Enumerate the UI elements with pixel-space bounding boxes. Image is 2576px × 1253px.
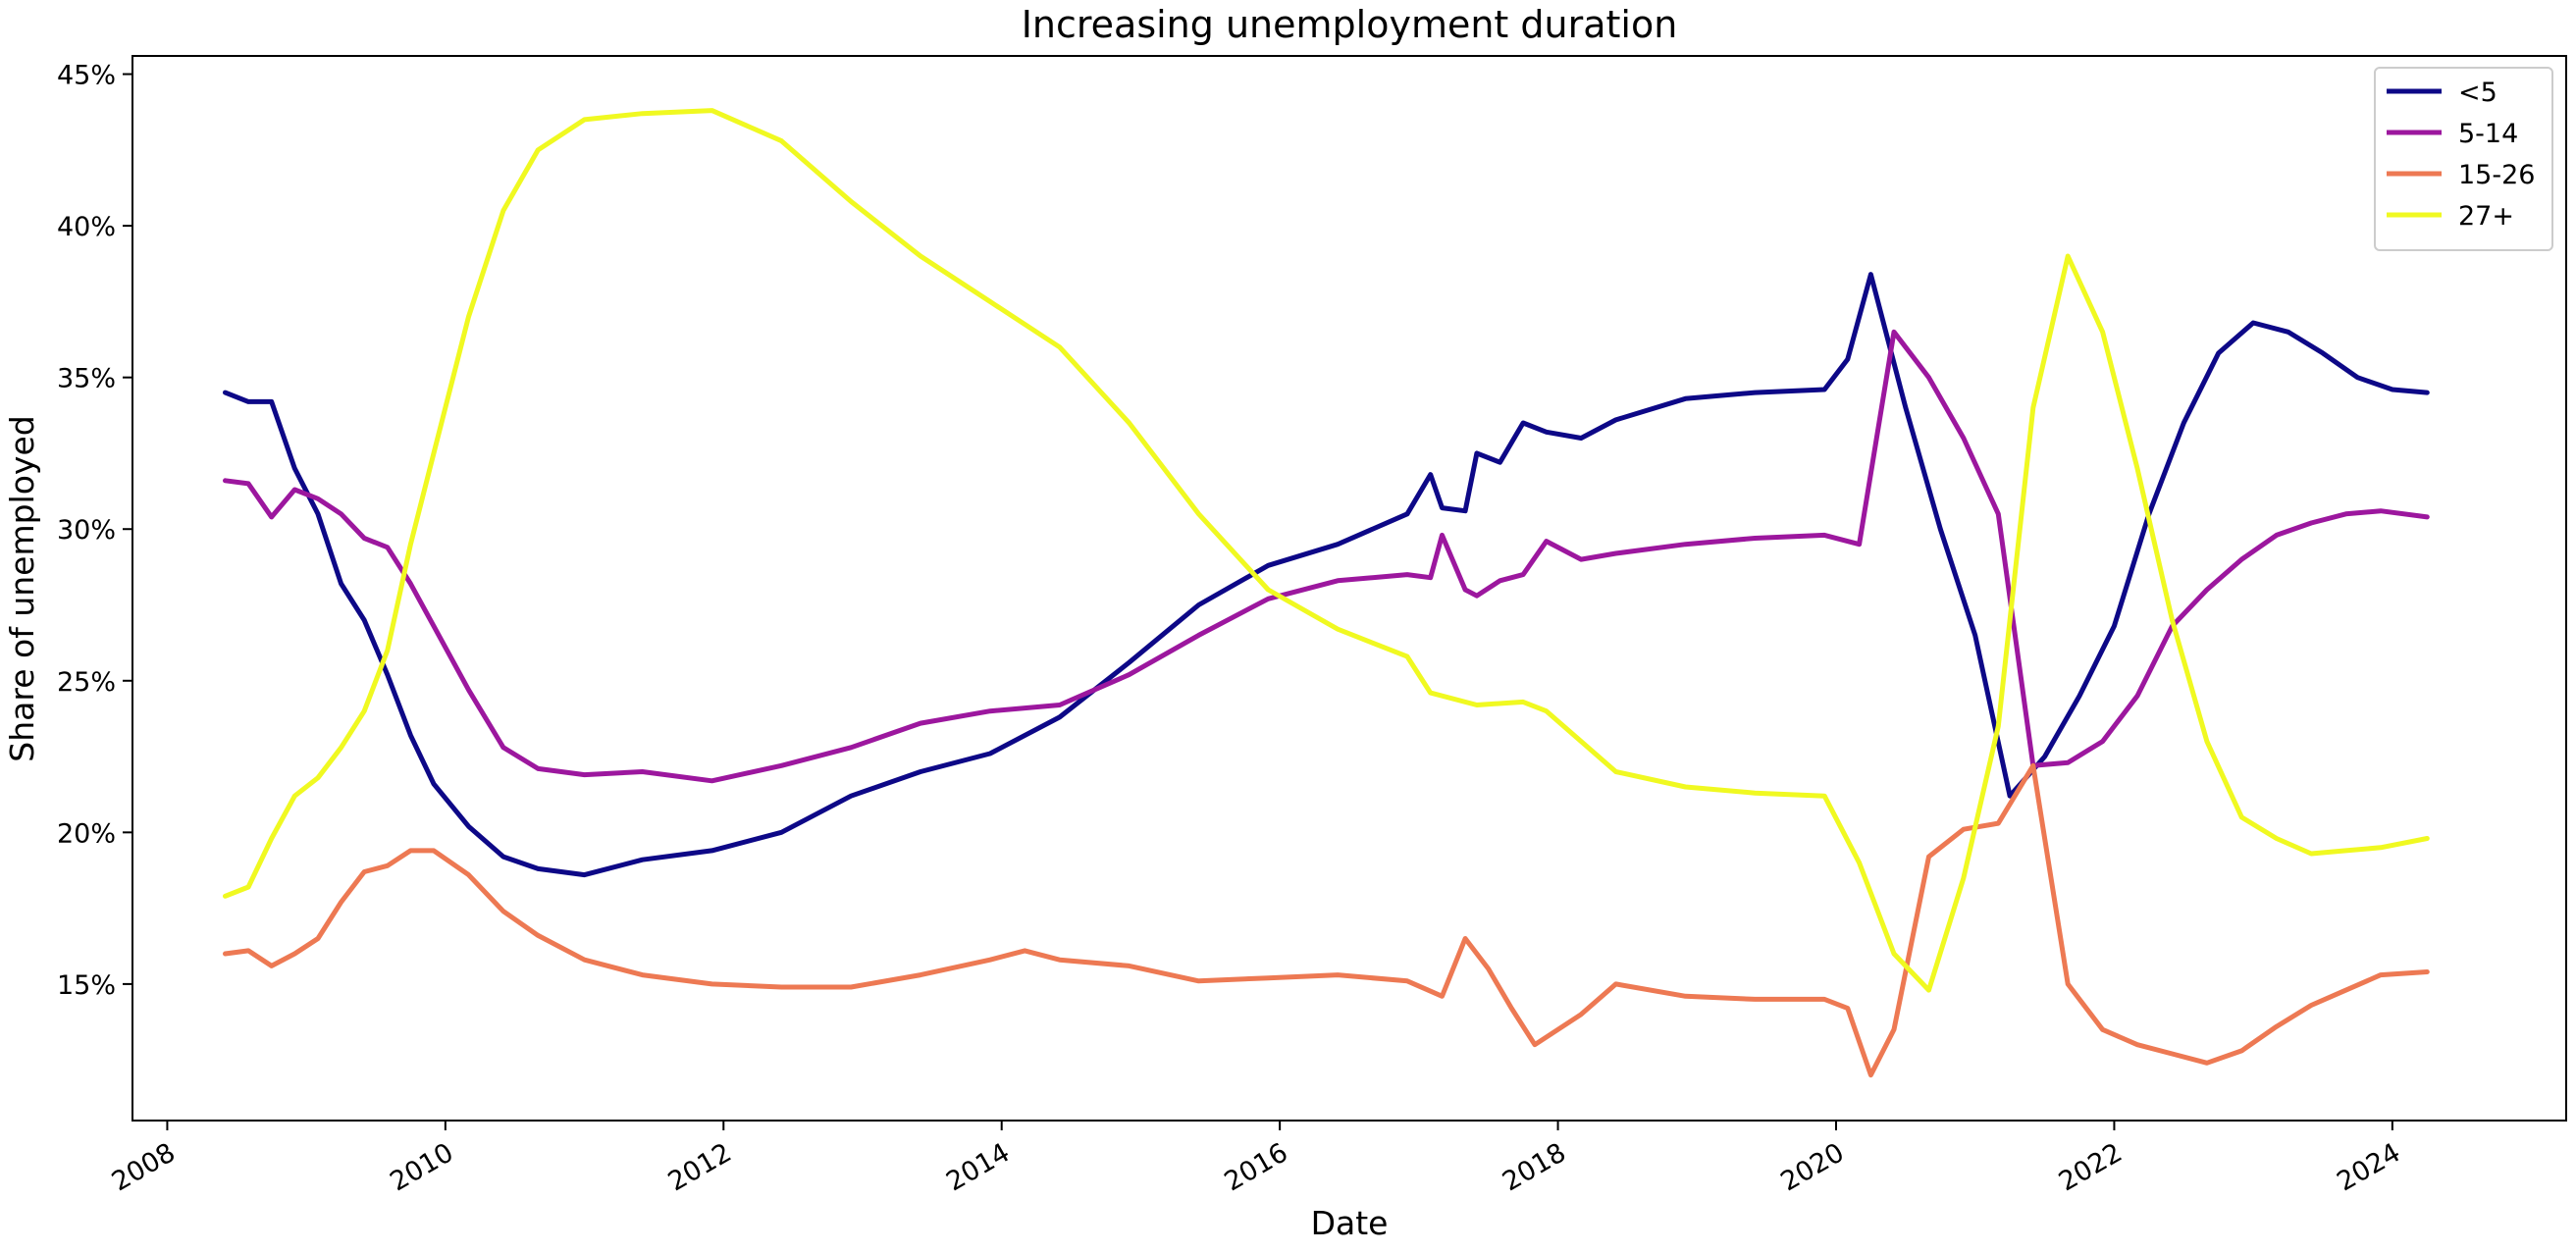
- x-tick-label: 2018: [1498, 1137, 1571, 1197]
- legend: <5 5-14 15-26 27+: [2374, 67, 2553, 251]
- legend-entry-3: 27+: [2458, 201, 2514, 232]
- series-line-1: [223, 329, 2430, 784]
- x-tick-label: 2020: [1775, 1137, 1849, 1197]
- legend-entry-2: 15-26: [2458, 160, 2535, 190]
- series-line-3: [223, 108, 2430, 993]
- series-line-0: [223, 272, 2430, 878]
- y-tick-label: 40%: [57, 212, 116, 242]
- y-tick-label: 15%: [57, 970, 116, 1001]
- legend-box: [2374, 67, 2553, 251]
- y-axis: 15% 20% 25% 30% 35% 40% 45%: [57, 61, 132, 1001]
- y-tick-label: 20%: [57, 818, 116, 849]
- x-tick-label: 2024: [2332, 1137, 2405, 1197]
- x-tick-label: 2012: [663, 1137, 737, 1197]
- x-tick-label: 2014: [941, 1137, 1015, 1197]
- x-tick-label: 2016: [1220, 1137, 1293, 1197]
- plot-area: [131, 55, 2567, 1122]
- legend-entry-0: <5: [2458, 78, 2497, 108]
- y-tick-label: 30%: [57, 515, 116, 546]
- series-line-2: [223, 762, 2430, 1078]
- x-tick-label: 2010: [385, 1137, 458, 1197]
- x-axis: 2008 2010 2012 2014 2016 2018 2020 2022 2024: [107, 1121, 2405, 1197]
- y-tick-label: 25%: [57, 667, 116, 698]
- y-axis-label: Share of unemployed: [3, 415, 41, 761]
- y-tick-label: 45%: [57, 61, 116, 91]
- y-tick-label: 35%: [57, 364, 116, 394]
- x-tick-label: 2022: [2054, 1137, 2128, 1197]
- legend-entry-1: 5-14: [2458, 119, 2518, 149]
- chart-title: Increasing unemployment duration: [1022, 3, 1678, 46]
- series-lines: [223, 108, 2430, 1078]
- x-tick-label: 2008: [107, 1137, 181, 1197]
- x-axis-label: Date: [1311, 1204, 1389, 1242]
